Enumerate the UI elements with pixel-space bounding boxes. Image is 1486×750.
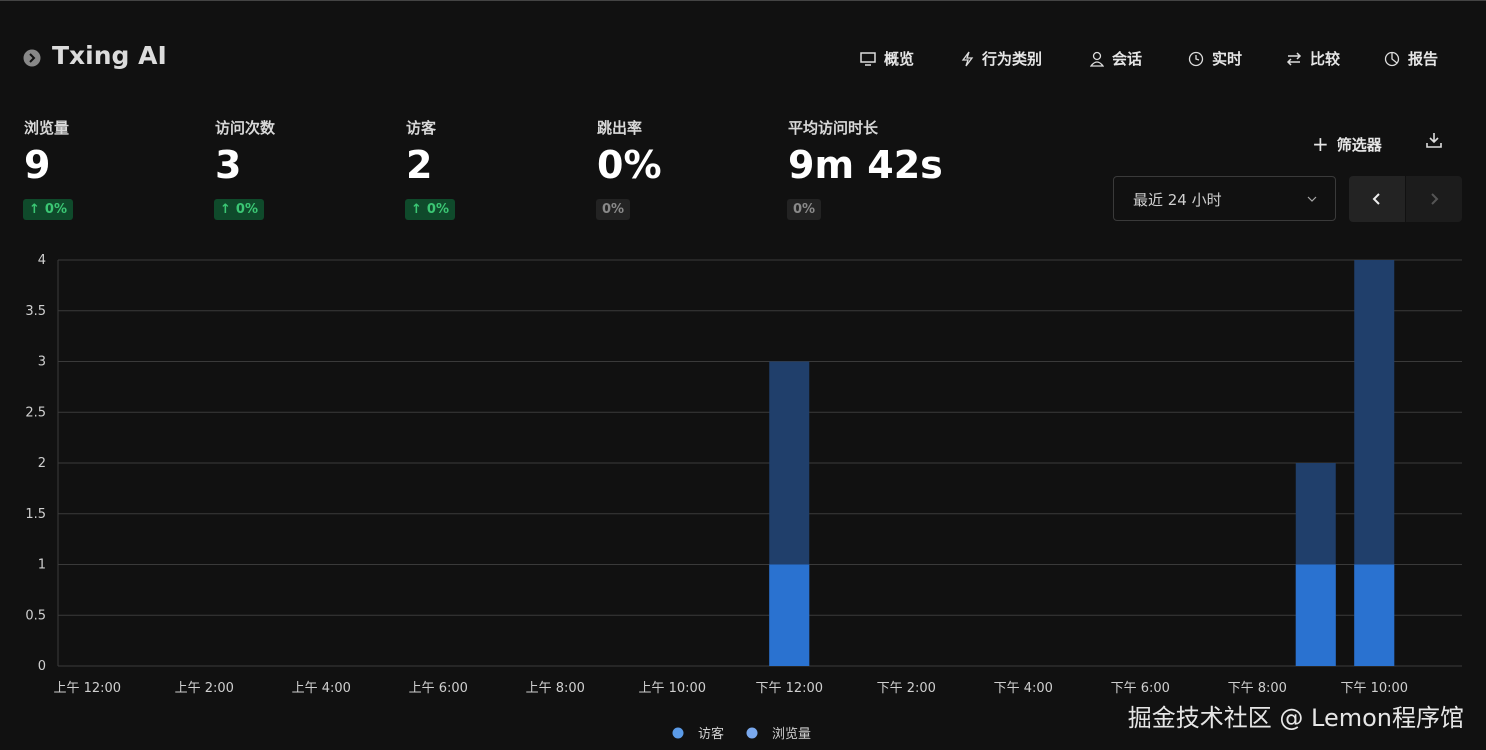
metric-label: 跳出率 (597, 119, 643, 137)
nav-item[interactable]: 比较 (1286, 48, 1340, 69)
y-tick-label: 1.5 (25, 507, 46, 522)
x-tick-label: 下午 4:00 (994, 681, 1053, 696)
nav-item[interactable]: 实时 (1188, 48, 1242, 69)
download-button[interactable] (1426, 132, 1442, 148)
change-text: 0% (793, 202, 816, 217)
metric-value: 0% (597, 143, 662, 187)
x-tick-label: 上午 12:00 (53, 681, 121, 696)
metric-change: ↑ 0% (214, 199, 264, 220)
site-title: Txing AI (52, 41, 167, 70)
change-text: 0% (44, 202, 67, 217)
y-tick-label: 0.5 (25, 608, 46, 623)
range-label[interactable]: 最近 24 小时 (1133, 191, 1222, 209)
y-tick-label: 0 (38, 659, 46, 674)
metric-value: 3 (215, 143, 242, 187)
nav-label[interactable]: 概览 (884, 50, 915, 68)
bar (1354, 564, 1395, 666)
x-tick-label: 上午 8:00 (526, 681, 585, 696)
change-text: 0% (602, 202, 625, 217)
range-select[interactable]: 最近 24 小时 (1113, 176, 1336, 221)
metric-change: ↑ 0% (405, 199, 455, 220)
metric-value: 9 (24, 143, 51, 187)
y-tick-label: 2 (38, 456, 46, 471)
x-tick-label: 上午 2:00 (175, 681, 234, 696)
x-tick-label: 上午 4:00 (292, 681, 351, 696)
next-button[interactable] (1406, 176, 1462, 222)
change-text: 0% (426, 202, 449, 217)
y-tick-label: 3.5 (25, 304, 46, 319)
change-text: 0% (235, 202, 258, 217)
metric-value: 9m 42s (788, 143, 943, 187)
x-tick-label: 下午 8:00 (1228, 681, 1287, 696)
x-tick-label: 下午 12:00 (755, 681, 823, 696)
y-tick-label: 1 (38, 558, 46, 573)
filter-label[interactable]: 筛选器 (1336, 135, 1382, 154)
metric-label: 访客 (406, 119, 437, 137)
nav-label[interactable]: 行为类别 (982, 50, 1043, 68)
y-tick-label: 4 (38, 253, 46, 268)
nav-item[interactable]: 会话 (1090, 48, 1142, 69)
legend-label: 访客 (698, 726, 724, 742)
prev-button[interactable] (1349, 176, 1405, 222)
metric-change: 0% (787, 199, 822, 220)
nav-label[interactable]: 会话 (1112, 50, 1143, 68)
nav-item[interactable]: 行为类别 (960, 48, 1042, 69)
metric-change: 0% (596, 199, 631, 220)
legend-marker (672, 727, 684, 739)
bar (769, 564, 810, 666)
nav-label[interactable]: 报告 (1408, 50, 1439, 68)
watermark: 掘金技术社区 @ Lemon程序馆 (1127, 704, 1464, 732)
nav-label[interactable]: 实时 (1212, 50, 1243, 68)
x-tick-label: 下午 6:00 (1111, 681, 1170, 696)
nav-item[interactable]: 概览 (860, 48, 914, 69)
metric-label: 访问次数 (215, 119, 276, 137)
nav-item[interactable]: 报告 (1384, 48, 1438, 69)
bar (1295, 564, 1336, 666)
metric-value: 2 (406, 143, 433, 187)
x-tick-label: 上午 6:00 (409, 681, 468, 696)
y-tick-label: 3 (38, 355, 46, 370)
x-tick-label: 上午 10:00 (638, 681, 706, 696)
y-tick-label: 2.5 (25, 405, 46, 420)
metric-change: ↑ 0% (23, 199, 73, 220)
filter-button[interactable]: + 筛选器 (1312, 132, 1382, 156)
legend-label: 浏览量 (772, 726, 811, 742)
x-tick-label: 下午 2:00 (877, 681, 936, 696)
logo-icon (23, 49, 41, 67)
metric-label: 平均访问时长 (788, 119, 879, 137)
metric-label: 浏览量 (24, 119, 70, 137)
x-tick-label: 下午 10:00 (1340, 681, 1408, 696)
nav-label[interactable]: 比较 (1310, 50, 1341, 68)
legend-marker (746, 727, 758, 739)
